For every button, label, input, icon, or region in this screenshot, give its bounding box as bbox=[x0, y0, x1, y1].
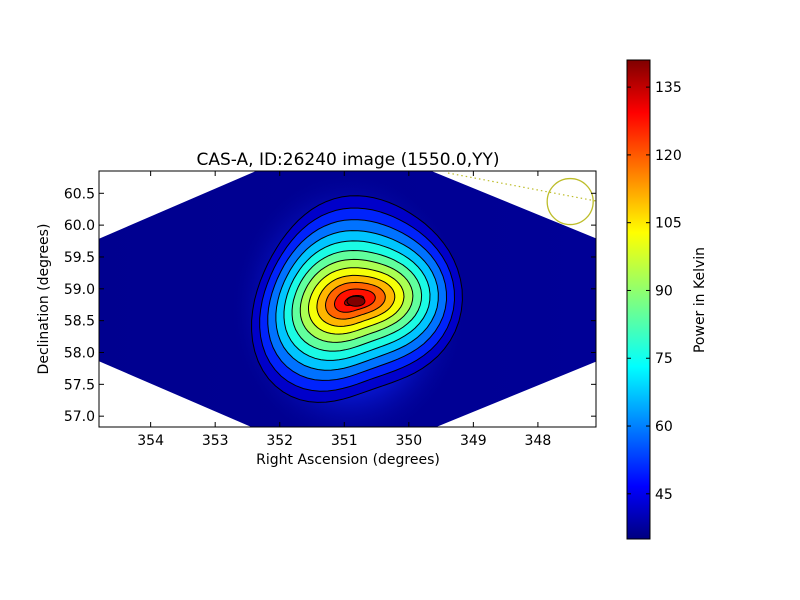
colorbar-tick-label: 105 bbox=[655, 216, 682, 232]
x-tick-label: 351 bbox=[331, 433, 358, 449]
plot-area bbox=[98, 170, 597, 428]
y-tick-label: 60.5 bbox=[64, 186, 95, 202]
contour-line bbox=[291, 249, 423, 352]
y-tick-label: 58.0 bbox=[64, 345, 95, 361]
x-tick-label: 348 bbox=[525, 433, 552, 449]
contour-lines bbox=[251, 195, 463, 403]
contour-line bbox=[334, 288, 376, 313]
y-tick-label: 60.0 bbox=[64, 218, 95, 234]
x-axis-label: Right Ascension (degrees) bbox=[256, 452, 440, 468]
y-tick-label: 59.0 bbox=[64, 282, 95, 298]
x-tick-label: 354 bbox=[137, 433, 164, 449]
y-axis-label: Declination (degrees) bbox=[36, 224, 52, 375]
chart-title: CAS-A, ID:26240 image (1550.0,YY) bbox=[196, 150, 499, 170]
x-tick-label: 350 bbox=[395, 433, 422, 449]
beam-marker bbox=[447, 172, 596, 226]
contour-line bbox=[283, 240, 431, 361]
colorbar-tick-label: 120 bbox=[655, 148, 682, 164]
plot-frame bbox=[98, 170, 597, 428]
contour-line bbox=[251, 195, 463, 403]
x-tick-label: 353 bbox=[202, 433, 229, 449]
colorbar-tick-label: 45 bbox=[655, 487, 673, 503]
heatmap-layers bbox=[228, 171, 469, 427]
colorbar-gradient bbox=[626, 59, 651, 540]
colorbar-tick-label: 75 bbox=[655, 351, 673, 367]
x-tick-label: 349 bbox=[460, 433, 487, 449]
y-tick-label: 58.5 bbox=[64, 314, 95, 330]
contour-line bbox=[316, 274, 396, 327]
contour-line bbox=[275, 230, 439, 371]
x-tick-label: 352 bbox=[266, 433, 293, 449]
x-axis-ticks: 354 353 352 351 350 349 348 bbox=[137, 171, 551, 449]
y-tick-label: 57.5 bbox=[64, 377, 95, 393]
colorbar-tick-label: 135 bbox=[655, 80, 682, 96]
contour-line bbox=[299, 258, 414, 343]
y-axis-ticks: 57.0 57.5 58.0 58.5 59.0 59.5 60.0 60.5 bbox=[64, 186, 596, 425]
emission-peak bbox=[346, 295, 366, 307]
colorbar: 45 60 75 90 105 120 135 Power in Kelvin bbox=[626, 59, 708, 540]
beam-circle bbox=[546, 177, 594, 226]
contour-line bbox=[267, 219, 448, 381]
colorbar-tick-label: 90 bbox=[655, 283, 673, 299]
colorbar-label: Power in Kelvin bbox=[692, 247, 708, 353]
y-tick-label: 59.5 bbox=[64, 250, 95, 266]
contour-line bbox=[259, 207, 456, 392]
contour-line bbox=[324, 281, 386, 320]
contour-line bbox=[308, 267, 405, 335]
colorbar-tick-label: 60 bbox=[655, 419, 673, 435]
colorbar-ticks: 45 60 75 90 105 120 135 bbox=[627, 80, 682, 503]
y-tick-label: 57.0 bbox=[64, 409, 95, 425]
